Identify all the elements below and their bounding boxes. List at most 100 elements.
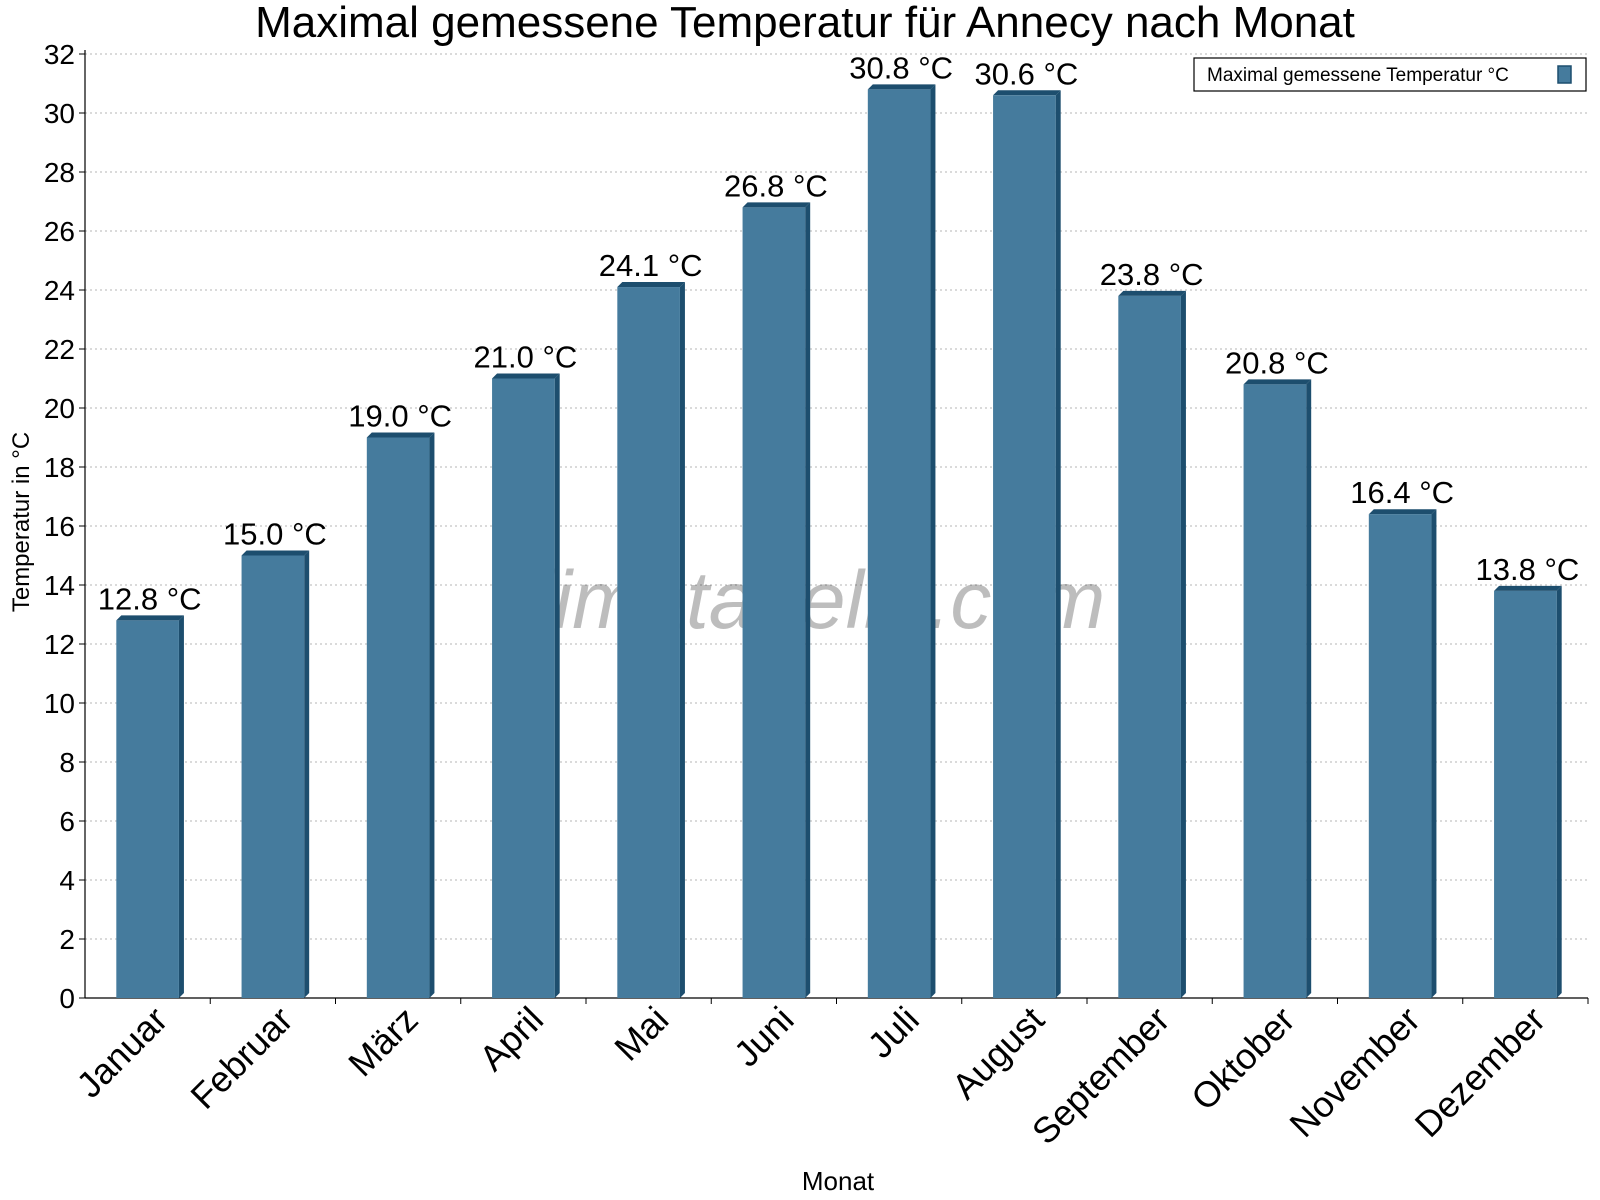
bar-top [1118, 290, 1186, 296]
bar [492, 373, 560, 998]
bar-top [1368, 509, 1437, 515]
bar-top [617, 282, 685, 288]
y-tick-label: 12 [44, 629, 75, 660]
y-tick-label: 28 [44, 157, 75, 188]
data-label: 24.1 °C [599, 248, 703, 283]
bar-top [867, 84, 936, 90]
bar-side [554, 373, 560, 998]
bar-top [993, 90, 1061, 96]
grid-lines [85, 53, 1588, 940]
bar [867, 84, 936, 998]
bar [742, 202, 811, 998]
legend-swatch [1557, 65, 1572, 84]
x-tick-label: Februar [182, 999, 300, 1117]
bar-top [1494, 585, 1562, 591]
bar-front [742, 207, 806, 998]
legend-box [1193, 57, 1587, 92]
bar-side [178, 615, 184, 998]
bar-side [1055, 90, 1061, 999]
x-tick-label: Oktober [1183, 999, 1303, 1119]
bar [366, 432, 435, 998]
bar-side [679, 282, 685, 998]
y-tick-label: 20 [44, 393, 75, 424]
chart-title: Maximal gemessene Temperatur für Annecy … [255, 0, 1355, 47]
bars [116, 84, 1562, 999]
bar-front [492, 378, 555, 998]
bar-front [1243, 384, 1307, 998]
bar-side [304, 550, 310, 998]
y-tick-label: 24 [44, 275, 75, 306]
data-label: 16.4 °C [1350, 475, 1454, 510]
y-axis-label: Temperatur in °C [8, 432, 35, 612]
y-tick-label: 32 [44, 39, 75, 70]
data-label: 30.8 °C [849, 50, 953, 85]
bar [1118, 290, 1186, 998]
data-labels: 12.8 °C 15.0 °C 19.0 °C 21.0 °C 24.1 °C 26.8 … [98, 50, 1579, 616]
bar-front [867, 89, 931, 998]
bar [1494, 585, 1562, 998]
bar [116, 615, 184, 998]
y-tick-label: 4 [59, 865, 75, 896]
data-label: 21.0 °C [474, 340, 578, 375]
bar-top [742, 202, 811, 208]
x-tick-label: Mai [606, 999, 676, 1069]
y-tick-label: 0 [59, 983, 75, 1014]
bar-front [1494, 590, 1557, 998]
bar [1243, 379, 1312, 998]
bar-side [805, 202, 811, 998]
x-axis: Januar Februar März April Mai Juni Juli AugustS… [68, 997, 1589, 1153]
y-tick-label: 10 [44, 688, 75, 719]
bar-top [366, 432, 435, 438]
y-tick-label: 22 [44, 334, 75, 365]
x-tick-label: April [471, 999, 551, 1079]
bar-side [1556, 585, 1562, 998]
bar [241, 550, 310, 998]
bar-top [116, 615, 184, 621]
bar [617, 282, 685, 998]
legend: Maximal gemessene Temperatur °C [1193, 57, 1587, 92]
data-label: 30.6 °C [975, 56, 1079, 91]
y-tick-label: 2 [59, 924, 75, 955]
x-tick-label: September [1024, 999, 1178, 1153]
bar-front [1118, 295, 1181, 998]
data-label: 19.0 °C [348, 399, 452, 434]
bar-front [116, 620, 179, 998]
bar [993, 90, 1061, 999]
x-tick-label: Januar [68, 999, 175, 1106]
bar-top [492, 373, 560, 379]
bar-front [617, 287, 680, 998]
data-label: 15.0 °C [223, 517, 327, 552]
bar-side [1431, 509, 1437, 998]
x-tick-label: März [340, 999, 426, 1085]
bar [1368, 509, 1437, 998]
x-tick-label: Juli [860, 999, 927, 1066]
bar-top [1243, 379, 1312, 385]
data-label: 23.8 °C [1100, 257, 1204, 292]
bar-front [366, 437, 430, 998]
bar-front [1368, 514, 1432, 998]
y-tick-label: 16 [44, 511, 75, 542]
data-label: 13.8 °C [1476, 552, 1580, 587]
y-tick-label: 26 [44, 216, 75, 247]
data-label: 26.8 °C [724, 168, 828, 203]
bar-front [241, 555, 305, 998]
y-tick-label: 14 [44, 570, 75, 601]
x-tick-label: Dezember [1407, 999, 1553, 1145]
x-tick-label: November [1281, 999, 1427, 1145]
bar-side [1180, 290, 1186, 998]
y-tick-label: 6 [59, 806, 75, 837]
x-axis-label: Monat [802, 1166, 875, 1196]
data-label: 20.8 °C [1225, 345, 1329, 380]
bar-top [241, 550, 310, 556]
x-tick-label: Juni [726, 999, 802, 1075]
bar-side [930, 84, 936, 998]
data-label: 12.8 °C [98, 581, 202, 616]
bar-side [1306, 379, 1312, 998]
x-tick-label: August [944, 999, 1052, 1107]
bar-side [429, 432, 435, 998]
y-tick-label: 18 [44, 452, 75, 483]
bar-front [993, 95, 1056, 999]
y-tick-label: 8 [59, 747, 75, 778]
